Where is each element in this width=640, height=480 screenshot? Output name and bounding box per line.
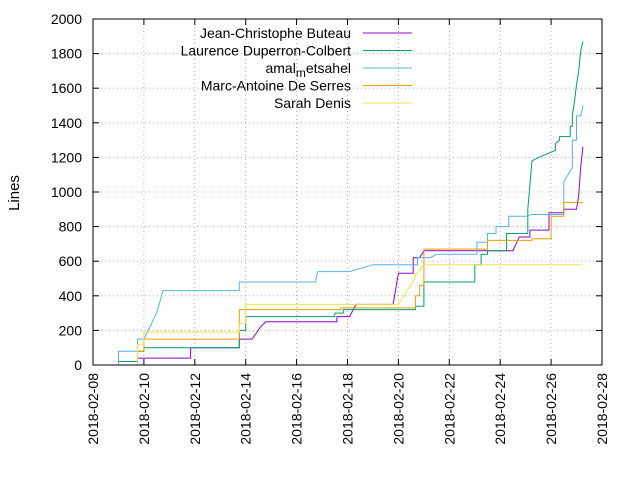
series-line-5 — [105, 264, 583, 366]
x-tick-label: 2018-02-18 — [340, 373, 356, 445]
y-tick-label: 2000 — [51, 11, 82, 27]
legend-label: amalmetsahel — [265, 60, 351, 80]
y-tick-label: 1000 — [51, 184, 82, 200]
y-tick-label: 600 — [59, 253, 83, 269]
x-tick-label: 2018-02-16 — [289, 373, 305, 445]
x-tick-label: 2018-02-12 — [187, 373, 203, 445]
x-tick-label: 2018-02-10 — [136, 373, 152, 445]
y-tick-label: 200 — [59, 322, 83, 338]
y-axis-label: Lines — [6, 175, 23, 211]
series-line-3 — [105, 105, 584, 366]
y-tick-label: 1600 — [51, 80, 82, 96]
x-tick-label: 2018-02-22 — [441, 373, 457, 445]
x-tick-label: 2018-02-20 — [390, 373, 406, 445]
axes: 0 200 400 600 800 1000 1200 1400 1600 1800 2000 201… — [51, 11, 610, 445]
x-tick-label: 2018-02-14 — [238, 373, 254, 445]
x-tick-label: 2018-02-24 — [492, 373, 508, 445]
x-tick-label: 2018-02-28 — [594, 373, 610, 445]
legend-label: Laurence Duperron-Colbert — [181, 43, 352, 59]
y-tick-label: 1200 — [51, 149, 82, 165]
y-tick-label: 0 — [74, 357, 82, 373]
x-tick-label: 2018-02-26 — [543, 373, 559, 445]
legend-label: Sarah Denis — [274, 95, 351, 111]
series-line-2 — [105, 41, 584, 366]
legend-label: Jean-Christophe Buteau — [200, 25, 351, 41]
series-lines — [105, 41, 584, 366]
y-tick-label: 400 — [59, 288, 83, 304]
y-tick-label: 1400 — [51, 115, 82, 131]
y-tick-label: 800 — [59, 219, 83, 235]
legend: Jean-Christophe Buteau Laurence Duperron-… — [181, 25, 412, 111]
legend-label: Marc-Antoine De Serres — [201, 78, 351, 94]
y-tick-label: 1800 — [51, 46, 82, 62]
gridlines — [93, 19, 602, 365]
x-tick-label: 2018-02-08 — [85, 373, 101, 445]
